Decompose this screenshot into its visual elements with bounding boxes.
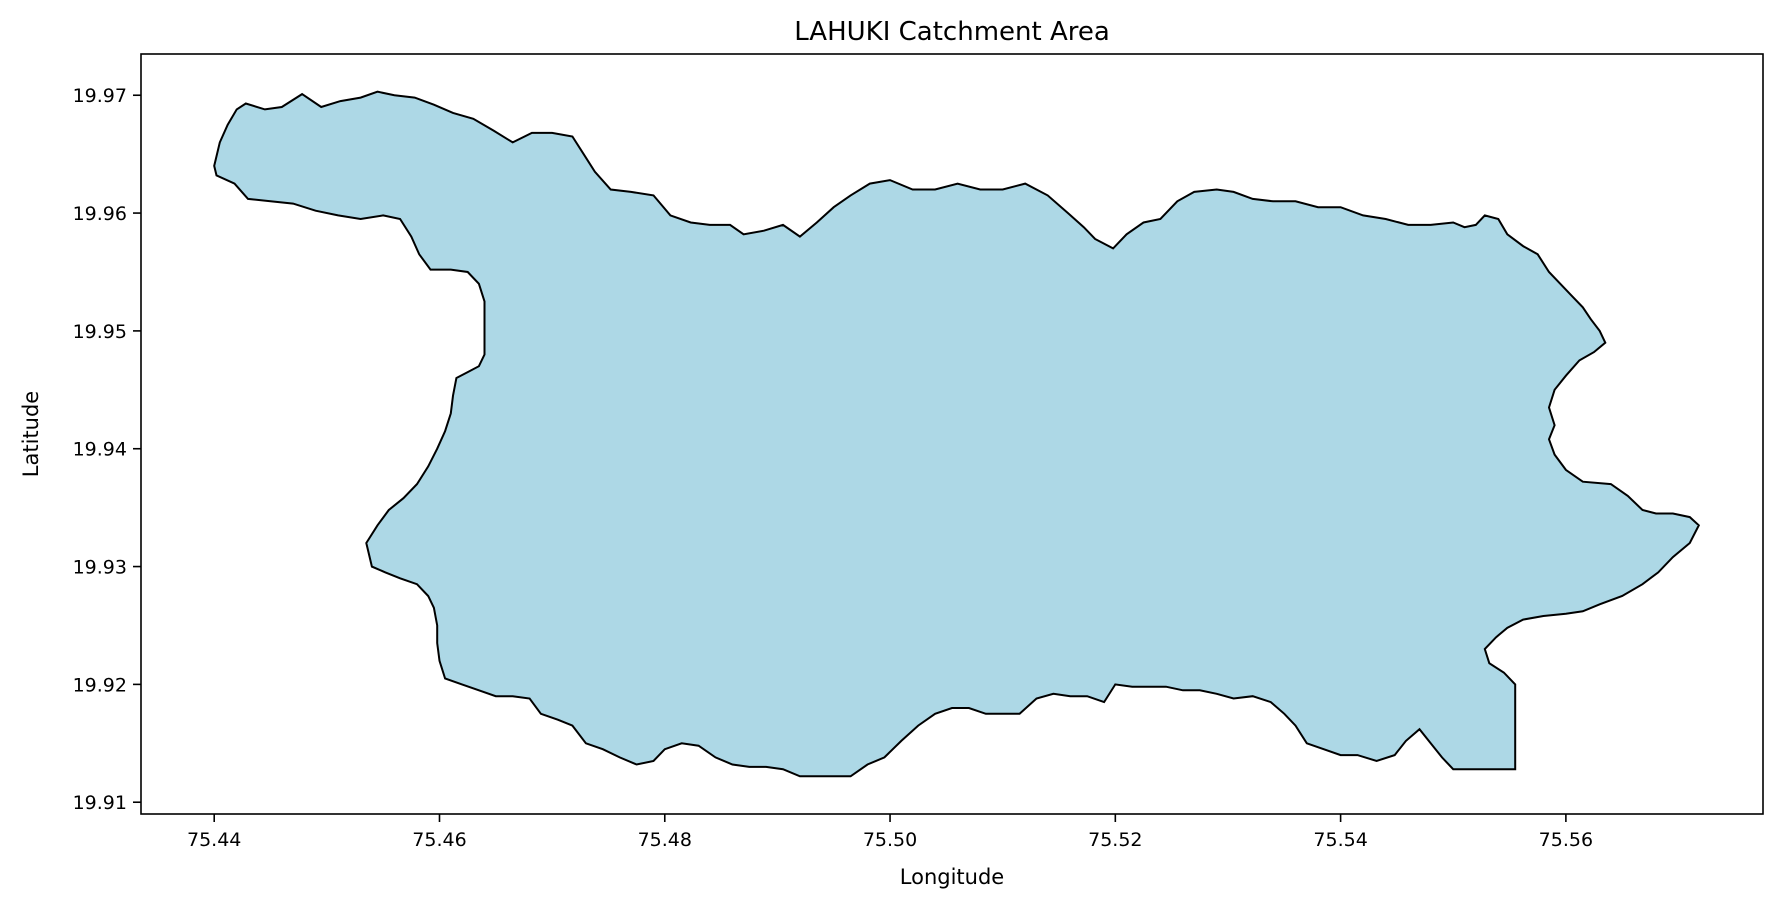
x-tick-label: 75.56	[1539, 829, 1593, 851]
y-tick-label: 19.91	[73, 792, 127, 814]
y-tick-label: 19.92	[73, 674, 127, 696]
plot-area	[213, 90, 1701, 778]
x-tick-label: 75.50	[863, 829, 917, 851]
catchment-polygon	[213, 90, 1701, 778]
y-tick-label: 19.95	[73, 321, 127, 343]
y-tick-label: 19.94	[73, 439, 127, 461]
x-axis-ticks: 75.44 75.46 75.48 75.50 75.52 75.54 75.56	[187, 814, 1593, 851]
x-tick-label: 75.46	[412, 829, 466, 851]
y-axis-label: Latitude	[19, 391, 43, 477]
x-axis-label: Longitude	[900, 865, 1004, 889]
x-tick-label: 75.48	[638, 829, 692, 851]
axes-frame	[140, 53, 1764, 815]
x-tick-label: 75.54	[1313, 829, 1367, 851]
map-title: LAHUKI Catchment Area	[794, 17, 1110, 47]
x-tick-label: 75.44	[187, 829, 241, 851]
y-tick-label: 19.96	[73, 203, 127, 225]
y-tick-label: 19.93	[73, 557, 127, 579]
y-axis-ticks: 19.91 19.92 19.93 19.94 19.95 19.96 19.97	[73, 85, 141, 814]
x-tick-label: 75.52	[1088, 829, 1142, 851]
y-tick-label: 19.97	[73, 85, 127, 107]
